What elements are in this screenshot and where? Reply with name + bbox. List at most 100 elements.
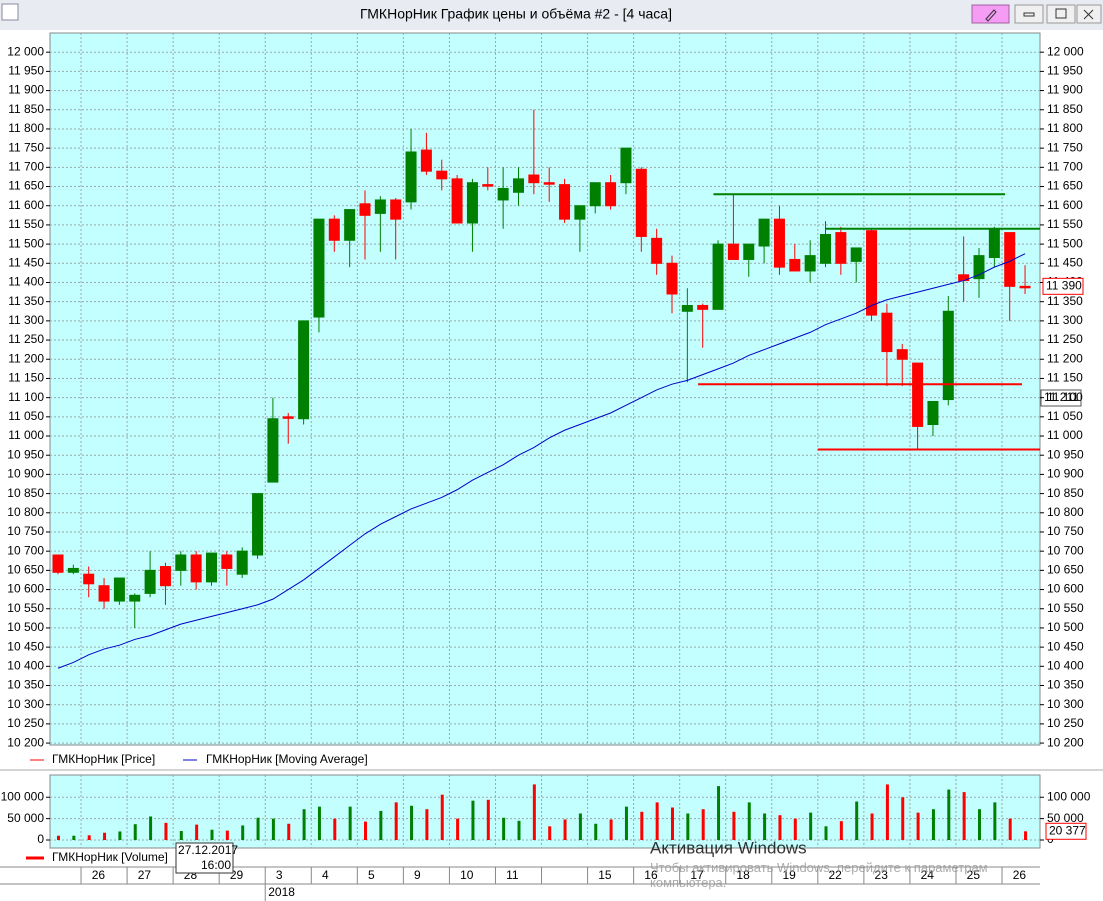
candle-body [175, 554, 187, 571]
candle-body [67, 567, 79, 573]
price-plot [49, 32, 1041, 746]
volume-bar [931, 809, 935, 840]
candle-body [912, 362, 924, 427]
price-tick-label-right: 10 950 [1047, 447, 1084, 461]
watermark-box: Чтобы активировать Windows, перейдите к … [650, 860, 988, 890]
candle-body [52, 554, 64, 573]
pencil-icon [985, 9, 997, 22]
price-tick-label-right: 11 450 [1047, 255, 1083, 269]
price-tick-label-right: 10 850 [1047, 486, 1084, 500]
x-tick-label: 23 [875, 868, 889, 882]
volume-bar [1024, 831, 1028, 840]
candle-body [144, 569, 156, 594]
volume-bar [732, 811, 736, 840]
volume-bar [502, 817, 506, 840]
price-tick-label-right: 11 300 [1047, 313, 1083, 327]
price-tick-label-left: 11 700 [8, 160, 44, 174]
volume-bar [486, 799, 490, 840]
price-tick-label-right: 11 900 [1047, 83, 1083, 97]
candle-body [528, 174, 540, 184]
candle-body [513, 178, 524, 193]
price-tick-label-left: 11 400 [8, 275, 44, 289]
price-tick-label-left: 12 000 [7, 44, 44, 58]
price-tick-label-left: 10 700 [7, 543, 44, 557]
restore-icon [1055, 8, 1067, 19]
close-icon [1083, 9, 1094, 20]
price-tick-label-right: 10 550 [1047, 601, 1084, 615]
x-tick-label: 26 [1013, 868, 1027, 882]
price-tick-label-left: 10 400 [7, 658, 44, 672]
candle-body [451, 178, 463, 224]
legend-entry: ГМКНорНик [Moving Average] [206, 752, 368, 766]
price-tick-label-right: 10 300 [1047, 697, 1084, 711]
year-label: 2018 [268, 885, 295, 899]
legend-entry: ГМКНорНик [Price] [52, 752, 155, 766]
candle-body [697, 305, 709, 310]
candle-body [359, 203, 371, 216]
volume-bar [57, 835, 60, 840]
x-tick-label: 19 [782, 868, 796, 882]
price-tick-label-left: 11 100 [8, 390, 44, 404]
price-tick-label-right: 11 100 [1047, 390, 1083, 404]
candle-body [712, 243, 724, 310]
candle-body [390, 199, 402, 220]
window-title: ГМКНорНик График цены и объёма #2 - [4 ч… [360, 6, 672, 22]
x-tick-label: 10 [460, 868, 474, 882]
volume-bar [763, 813, 767, 840]
candle-body [942, 310, 954, 401]
price-tick-label-left: 11 000 [8, 428, 44, 442]
candle-body [758, 218, 770, 247]
price-tick-label-left: 10 900 [7, 467, 44, 481]
price-tick-label-right: 10 800 [1047, 505, 1084, 519]
candle-body [405, 151, 417, 203]
price-tick-label-left: 11 050 [8, 409, 44, 423]
candle-body [635, 168, 647, 237]
tooltip-date: 27.12.2017 [178, 843, 238, 857]
price-tick-label-left: 10 850 [7, 486, 44, 500]
candle-body [497, 187, 509, 201]
candle-body [267, 418, 279, 483]
price-tick-label-right: 10 700 [1047, 543, 1084, 557]
minimize-button[interactable] [1014, 4, 1044, 24]
candle-body [113, 577, 125, 602]
price-tick-label-right: 10 750 [1047, 524, 1084, 538]
candle-body [252, 493, 264, 556]
price-tick-label-right: 10 600 [1047, 582, 1084, 596]
tooltip-time: 16:00 [201, 858, 231, 872]
volume-bar [225, 830, 229, 840]
volume-bar [210, 829, 214, 840]
candle-body [896, 349, 908, 360]
candle-body [1004, 232, 1016, 287]
price-tick-label-left: 11 850 [8, 102, 44, 116]
watermark-title: Активация Windows [650, 838, 807, 857]
volume-bar [824, 826, 828, 840]
candle-body [727, 243, 739, 260]
volume-bar [793, 818, 797, 840]
x-tick-label: 17 [690, 868, 704, 882]
price-tick-label-right: 12 000 [1047, 44, 1084, 58]
price-tick-label-left: 11 500 [8, 236, 44, 250]
volume-bar [271, 818, 275, 840]
candle-body [236, 550, 248, 575]
x-tick-label: 9 [414, 868, 421, 882]
candle-body [129, 594, 141, 602]
volume-bar [72, 835, 76, 840]
volume-bar [456, 818, 460, 840]
volume-bar [118, 831, 122, 840]
volume-bar [655, 802, 659, 840]
candle-body [298, 320, 310, 420]
price-tick-label-left: 10 750 [7, 524, 44, 538]
price-tick-label-right: 10 350 [1047, 678, 1084, 692]
candle-body [666, 262, 678, 295]
volume-bar [149, 816, 153, 840]
price-tick-label-left: 11 300 [8, 313, 44, 327]
window-icon [1, 3, 19, 21]
price-tick-label-left: 11 350 [8, 294, 44, 308]
candle-body [159, 566, 171, 587]
restore-button[interactable] [1046, 4, 1076, 24]
volume-bar [671, 807, 674, 840]
volume-bar [548, 826, 552, 840]
price-tick-label-left: 10 350 [7, 678, 44, 692]
marker-label: 11 211 [1044, 390, 1079, 404]
price-tick-label-left: 11 250 [8, 332, 44, 346]
